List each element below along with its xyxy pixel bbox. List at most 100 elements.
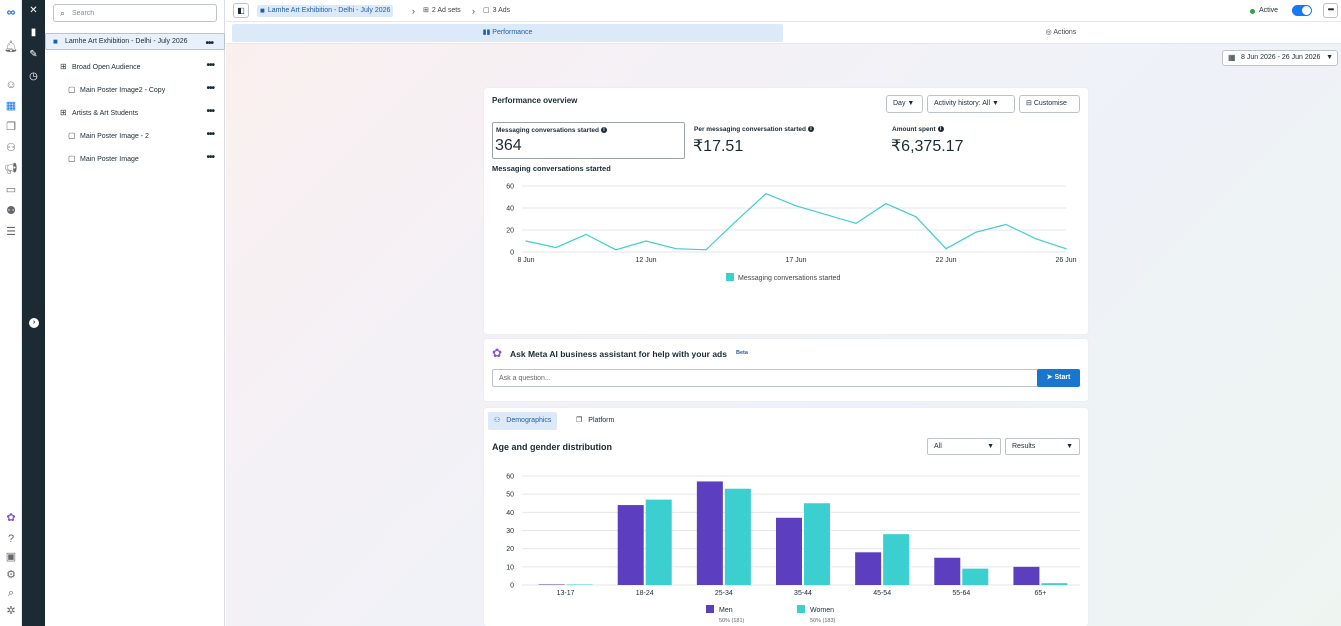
news-icon[interactable]: ▣ — [5, 551, 17, 563]
pages-icon[interactable]: ❐ — [6, 121, 16, 133]
date-range-picker[interactable]: ▦ 8 Jun 2026 - 26 Jun 2026 ▼ — [1222, 50, 1338, 66]
breadcrumb-campaign[interactable]: ■ Lamhe Art Exhibition - Delhi - July 20… — [257, 5, 394, 17]
ai-question-input[interactable] — [492, 369, 1038, 387]
more-button[interactable]: ••• — [1323, 3, 1338, 18]
activity-dropdown[interactable]: Activity history: All ▼ — [927, 95, 1015, 113]
bar-women — [645, 499, 672, 585]
tree-item-adset[interactable]: ⊞ Broad Open Audience ••• — [45, 56, 225, 78]
caret-down-icon: ▼ — [907, 100, 915, 107]
data-point — [615, 249, 617, 251]
sidebar-toggle-icon[interactable]: ◧ — [233, 3, 249, 18]
menu-icon[interactable]: ☰ — [6, 226, 16, 238]
x-tick-label: 55-64 — [952, 590, 970, 597]
search-icon: ⌕ — [60, 8, 66, 18]
more-icon[interactable]: ••• — [205, 38, 213, 49]
customise-label: Customise — [1033, 100, 1067, 107]
metric-value: 364 — [495, 137, 522, 154]
tree-item-campaign[interactable]: ■ Lamhe Art Exhibition - Delhi - July 20… — [45, 33, 225, 50]
legend-swatch — [726, 273, 734, 281]
tab-platform-label: Platform — [588, 417, 615, 424]
smiley-icon[interactable]: ☺ — [5, 79, 17, 91]
y-tick-label: 60 — [506, 474, 514, 481]
search-icon[interactable]: ⌕ — [7, 587, 15, 599]
more-icon[interactable]: ••• — [206, 60, 214, 71]
more-icon[interactable]: ••• — [206, 152, 214, 163]
bug-icon[interactable]: ✲ — [6, 605, 16, 617]
bar-men — [617, 505, 644, 585]
tab-actions-label: Actions — [1053, 29, 1077, 36]
tree-item-label: Lamhe Art Exhibition - Delhi - July 2026 — [65, 38, 188, 45]
grid-icon: ⊞ — [60, 62, 67, 71]
data-point — [1035, 238, 1037, 240]
help-icon[interactable]: ? — [7, 533, 15, 545]
metric-messaging[interactable]: Messaging conversations started i 364 — [492, 122, 685, 159]
tab-actions[interactable]: ◎ Actions — [786, 24, 1336, 42]
grid-icon: ⊞ — [60, 108, 67, 117]
series-line — [525, 193, 1067, 251]
clock-icon[interactable]: ◷ — [29, 71, 38, 82]
info-icon: i — [600, 127, 607, 134]
customise-button[interactable]: ⊟ Customise — [1019, 95, 1080, 113]
metric-label-text: Amount spent — [892, 126, 936, 133]
tab-demographics[interactable]: ⚇ Demographics — [488, 412, 558, 430]
more-icon[interactable]: ••• — [206, 106, 214, 117]
meta-ai-icon[interactable]: ✿ — [6, 512, 16, 524]
tree-item-ad[interactable]: ▢ Main Poster Image2 - Copy ••• — [45, 79, 225, 101]
more-icon[interactable]: ••• — [206, 129, 214, 140]
metric-value: ₹17.51 — [693, 138, 744, 155]
pencil-icon[interactable]: ✎ — [29, 49, 38, 60]
x-tick-label: 65+ — [1034, 590, 1046, 597]
x-tick-label: 12 Jun — [635, 257, 656, 264]
tree-item-ad[interactable]: ▢ Main Poster Image - 2 ••• — [45, 125, 225, 147]
billing-icon[interactable]: ▭ — [5, 184, 17, 196]
audience-icon[interactable]: ⚇ — [6, 142, 16, 154]
legend-label: Women — [810, 607, 834, 614]
metric-cost-per[interactable]: Per messaging conversation started i ₹17.… — [691, 122, 884, 159]
meta-ai-card: ✿ Ask Meta AI business assistant for hel… — [484, 339, 1088, 401]
tree-item-adset[interactable]: ⊞ Artists & Art Students ••• — [45, 102, 225, 124]
close-icon[interactable]: ✕ — [29, 5, 38, 16]
active-toggle[interactable] — [1292, 5, 1312, 16]
tree-item-ad[interactable]: ▢ Main Poster Image ••• — [45, 148, 225, 170]
metric-label: Messaging conversations started i — [496, 127, 607, 134]
data-point — [915, 216, 917, 218]
day-dropdown[interactable]: Day ▼ — [886, 95, 923, 113]
filter-all-dropdown[interactable]: All ▼ — [927, 438, 1001, 455]
people-icon[interactable]: ⚉ — [6, 205, 16, 217]
breadcrumb-ads-label: 3 Ads — [492, 7, 511, 14]
status-label: Active — [1259, 7, 1279, 14]
x-tick-label: 22 Jun — [935, 257, 956, 264]
caret-down-icon: ▼ — [991, 100, 999, 107]
data-point — [645, 240, 647, 242]
tab-performance[interactable]: ▮▮ Performance — [232, 24, 783, 42]
settings-icon[interactable]: ⚙ — [6, 569, 16, 581]
x-tick-label: 18-24 — [636, 590, 654, 597]
data-point — [525, 240, 527, 242]
tree-search[interactable]: ⌕ — [53, 4, 217, 22]
data-point — [555, 247, 557, 249]
performance-title: Performance overview — [492, 96, 578, 105]
day-dropdown-label: Day — [893, 100, 906, 107]
data-point — [1005, 223, 1007, 226]
start-button[interactable]: ➤ Start — [1037, 369, 1080, 387]
expand-icon[interactable]: › — [29, 318, 39, 328]
breadcrumb-ads[interactable]: ▢ 3 Ads — [483, 5, 510, 17]
ad-icon: ▢ — [68, 154, 76, 163]
table-icon[interactable]: ▦ — [5, 100, 17, 112]
filter-results-dropdown[interactable]: Results ▼ — [1005, 438, 1080, 455]
actions-icon: ◎ — [1045, 29, 1054, 36]
status-badge: Active — [1250, 5, 1278, 17]
y-tick-label: 0 — [510, 250, 514, 257]
grid-icon: ⊞ — [423, 7, 429, 14]
more-icon[interactable]: ••• — [206, 83, 214, 94]
chart-icon[interactable]: ▮ — [30, 27, 37, 38]
tab-platform[interactable]: ❐ Platform — [570, 412, 620, 430]
data-point — [1065, 248, 1067, 250]
bell-icon[interactable]: 🔔︎ — [4, 41, 18, 53]
breadcrumb-adsets[interactable]: ⊞ 2 Ad sets — [423, 5, 461, 17]
search-input[interactable] — [72, 7, 212, 19]
metric-amount-spent[interactable]: Amount spent i ₹6,375.17 — [889, 122, 1082, 159]
data-point — [795, 205, 797, 207]
meta-logo-icon[interactable]: ∞ — [6, 5, 16, 19]
megaphone-icon[interactable]: 📢︎ — [4, 163, 18, 175]
